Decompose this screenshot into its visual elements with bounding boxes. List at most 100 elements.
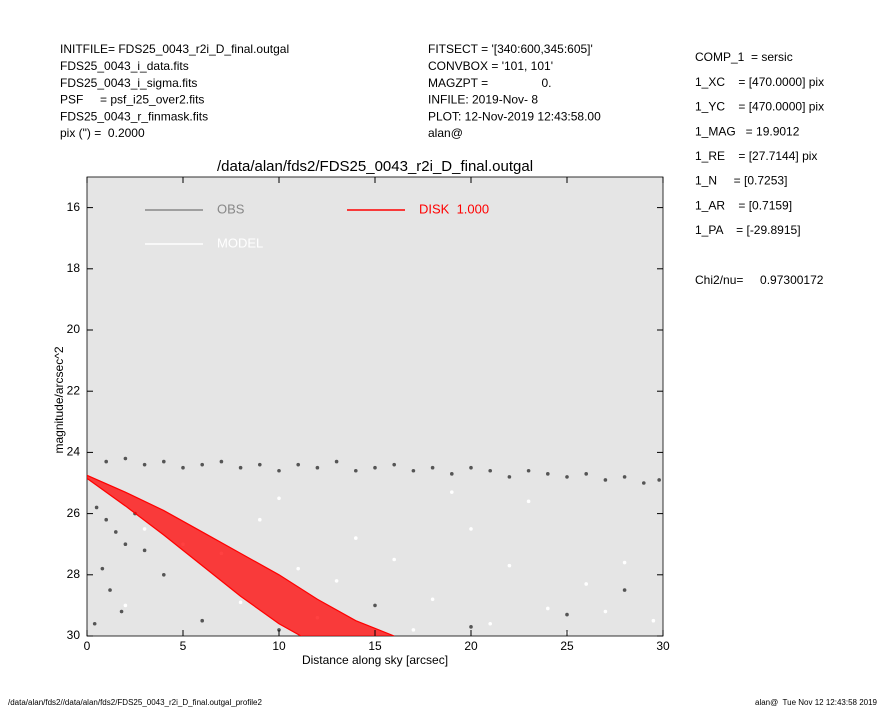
data-point xyxy=(315,465,320,470)
x-tick-label: 30 xyxy=(656,639,670,653)
y-axis-label: magnitude/arcsec^2 xyxy=(52,346,66,453)
data-point xyxy=(334,459,339,464)
data-point xyxy=(104,459,108,464)
data-point xyxy=(373,465,377,470)
header-right-line: 1_N = [0.7253] xyxy=(695,174,787,188)
header-left-line: INITFILE= FDS25_0043_r2i_D_final.outgal xyxy=(60,42,289,56)
data-point xyxy=(200,618,204,623)
plot-content xyxy=(87,456,661,636)
header-middle-line: CONVBOX = '101, 101' xyxy=(428,59,553,73)
x-tick-label: 20 xyxy=(464,639,478,653)
header-right-line: 1_YC = [470.0000] pix xyxy=(695,100,824,114)
data-point xyxy=(488,621,493,626)
y-tick-label: 16 xyxy=(67,200,81,214)
y-tick-label: 20 xyxy=(67,322,81,336)
footer-left: /data/alan/fds2//data/alan/fds2/FDS25_00… xyxy=(8,698,263,707)
data-point xyxy=(642,481,646,485)
header-middle-line: FITSECT = '[340:600,345:605]' xyxy=(428,42,593,56)
x-axis-label: Distance along sky [arcsec] xyxy=(302,653,448,667)
data-point xyxy=(603,609,608,614)
data-point xyxy=(622,560,627,565)
data-point xyxy=(258,517,262,522)
data-point xyxy=(181,465,185,470)
data-point xyxy=(104,517,108,522)
header-right-line: 1_PA = [-29.8915] xyxy=(695,223,801,237)
data-point xyxy=(162,459,166,464)
y-tick-label: 22 xyxy=(67,383,81,397)
data-point xyxy=(200,462,204,467)
data-point xyxy=(114,530,118,534)
data-point xyxy=(546,472,550,476)
data-point xyxy=(277,628,281,632)
data-point xyxy=(430,465,435,470)
data-point xyxy=(277,468,281,473)
data-point xyxy=(469,625,473,629)
data-point xyxy=(603,478,608,482)
data-point xyxy=(92,621,97,626)
header-right-line: 1_RE = [27.7144] pix xyxy=(695,149,817,163)
legend-label: MODEL xyxy=(217,235,263,250)
plot-area xyxy=(86,176,664,637)
legend-label: DISK 1.000 xyxy=(419,201,489,216)
data-point xyxy=(657,478,661,482)
data-point xyxy=(526,468,531,473)
data-point xyxy=(450,472,454,476)
data-point xyxy=(584,472,588,476)
data-point xyxy=(373,603,377,608)
data-point xyxy=(450,490,454,494)
data-point xyxy=(546,606,550,611)
data-point xyxy=(123,603,128,608)
data-point xyxy=(622,588,627,592)
y-tick-label: 24 xyxy=(67,445,81,459)
x-tick-label: 15 xyxy=(368,639,382,653)
x-tick-label: 5 xyxy=(180,639,187,653)
disk-edge xyxy=(87,477,303,636)
data-point xyxy=(354,536,358,540)
data-point xyxy=(411,468,416,473)
data-point xyxy=(354,468,358,473)
disk-band xyxy=(87,475,395,636)
disk-edge xyxy=(87,474,395,636)
header-left-line: FDS25_0043_r_finmask.fits xyxy=(60,109,208,123)
data-point xyxy=(123,542,128,546)
data-point xyxy=(142,462,147,467)
header: INITFILE= FDS25_0043_r2i_D_final.outgal F… xyxy=(60,42,824,237)
data-point xyxy=(219,459,224,464)
header-right-line: COMP_1 = sersic xyxy=(695,50,793,64)
x-tick-label: 0 xyxy=(84,639,91,653)
data-point xyxy=(296,462,301,467)
data-point xyxy=(411,628,416,632)
data-point xyxy=(488,468,493,473)
header-left-line: FDS25_0043_i_sigma.fits xyxy=(60,76,197,90)
header-middle-line: alan@ xyxy=(428,126,463,140)
data-point xyxy=(258,462,262,467)
chi2: Chi2/nu= 0.97300172 xyxy=(695,273,824,287)
chart-title: /data/alan/fds2/FDS25_0043_r2i_D_final.o… xyxy=(217,158,533,175)
header-right-line: 1_MAG = 19.9012 xyxy=(695,124,800,138)
data-point xyxy=(334,579,339,583)
data-point xyxy=(238,600,243,605)
data-point xyxy=(94,505,99,510)
header-right-line: 1_XC = [470.0000] pix xyxy=(695,75,824,89)
data-point xyxy=(526,499,531,504)
data-point xyxy=(584,582,588,586)
data-point xyxy=(119,609,124,614)
data-point xyxy=(100,566,105,571)
x-tick-label: 25 xyxy=(560,639,574,653)
header-middle-line: PLOT: 12-Nov-2019 12:43:58.00 xyxy=(428,109,601,123)
data-point xyxy=(507,475,512,479)
header-left-line: PSF = psf_i25_over2.fits xyxy=(60,93,204,107)
y-tick-label: 26 xyxy=(67,506,81,520)
header-left-line: pix (") = 0.2000 xyxy=(60,126,145,140)
axes: 0 5 10 15 20 25 30 16 18 20 22 24 26 28 30 OBS MODEL DISK… xyxy=(67,177,670,653)
data-point xyxy=(123,456,128,461)
header-left-line: FDS25_0043_i_data.fits xyxy=(60,59,189,73)
data-point xyxy=(651,618,656,623)
data-point xyxy=(238,465,243,470)
y-tick-label: 28 xyxy=(67,567,81,581)
footer-right: alan@ Tue Nov 12 12:43:58 2019 xyxy=(755,698,878,707)
data-point xyxy=(108,588,112,592)
x-tick-label: 10 xyxy=(272,639,286,653)
data-point xyxy=(469,527,473,531)
